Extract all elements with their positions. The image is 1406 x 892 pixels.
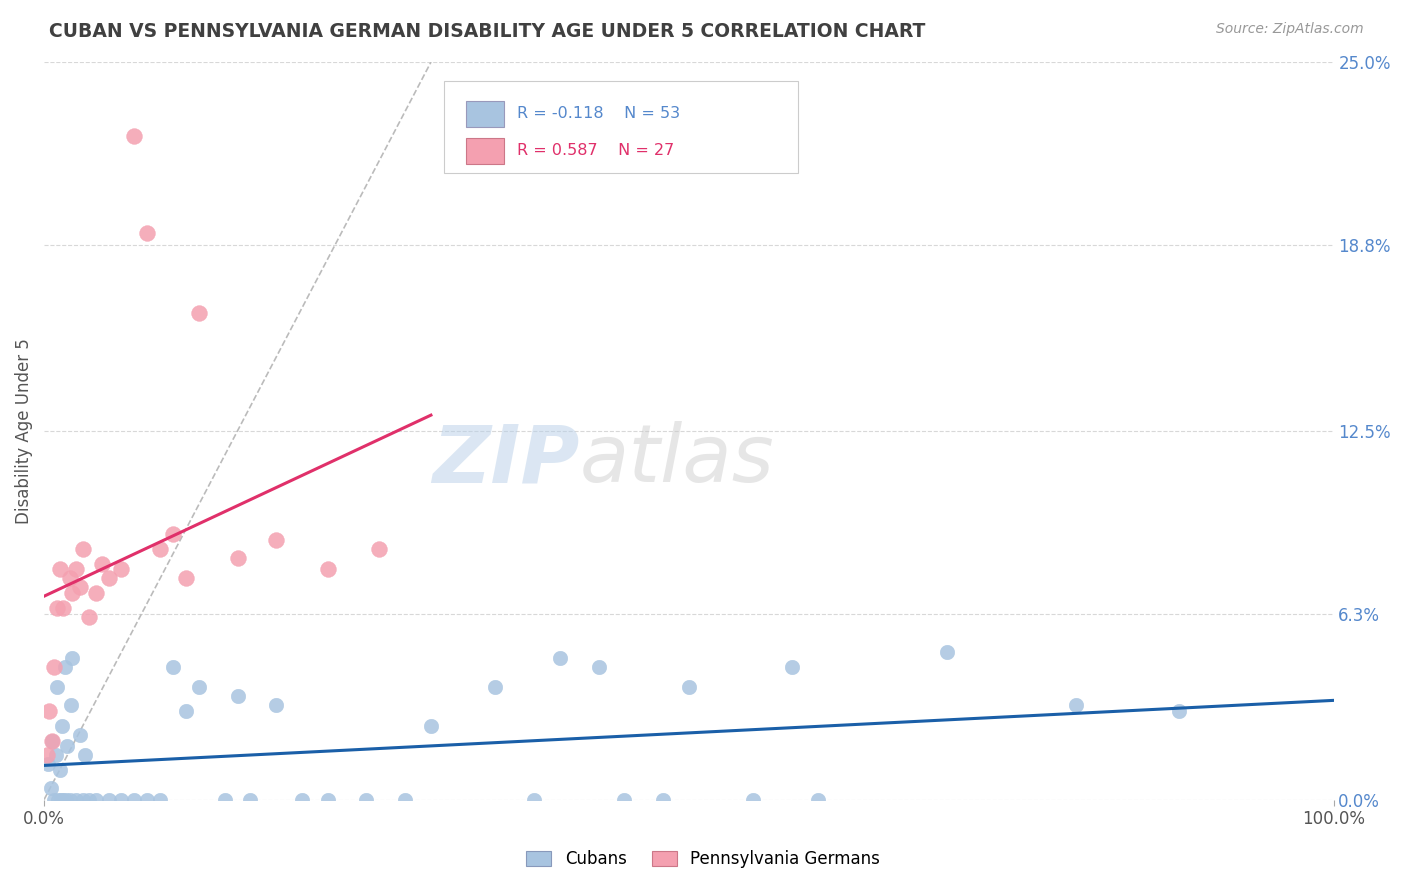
FancyBboxPatch shape: [465, 138, 505, 163]
Text: R = -0.118    N = 53: R = -0.118 N = 53: [517, 106, 681, 121]
Point: [678, 681, 700, 695]
Point: [41, 733, 63, 747]
Point: [84, 792, 107, 806]
Point: [162, 527, 184, 541]
Point: [588, 660, 610, 674]
Point: [69, 580, 91, 594]
Point: [51, 719, 73, 733]
Point: [91, 557, 114, 571]
Text: CUBAN VS PENNSYLVANIA GERMAN DISABILITY AGE UNDER 5 CORRELATION CHART: CUBAN VS PENNSYLVANIA GERMAN DISABILITY …: [49, 22, 925, 41]
Point: [807, 792, 830, 806]
Point: [291, 792, 314, 806]
Point: [174, 704, 197, 718]
Point: [187, 306, 209, 320]
Point: [72, 792, 94, 806]
Point: [45, 748, 67, 763]
Point: [44, 792, 66, 806]
Point: [316, 562, 339, 576]
Point: [53, 660, 76, 674]
Point: [110, 562, 132, 576]
Legend: Cubans, Pennsylvania Germans: Cubans, Pennsylvania Germans: [520, 844, 886, 875]
Point: [187, 681, 209, 695]
Point: [37, 757, 59, 772]
Point: [394, 792, 416, 806]
Point: [52, 600, 75, 615]
Point: [356, 792, 378, 806]
Point: [77, 792, 100, 806]
Point: [48, 763, 70, 777]
Y-axis label: Disability Age Under 5: Disability Age Under 5: [15, 338, 32, 524]
Point: [77, 609, 100, 624]
Point: [52, 792, 75, 806]
Point: [69, 728, 91, 742]
Point: [110, 792, 132, 806]
Point: [46, 681, 69, 695]
Point: [65, 562, 87, 576]
Point: [97, 792, 120, 806]
Point: [49, 792, 72, 806]
Point: [35, 748, 58, 763]
Point: [149, 541, 172, 556]
FancyBboxPatch shape: [465, 102, 505, 128]
Point: [41, 733, 63, 747]
Point: [264, 698, 287, 713]
Point: [1064, 698, 1087, 713]
Point: [75, 748, 97, 763]
Point: [149, 792, 172, 806]
Point: [62, 651, 84, 665]
Point: [548, 651, 571, 665]
Point: [48, 562, 70, 576]
Point: [55, 792, 77, 806]
Point: [523, 792, 546, 806]
Point: [214, 792, 236, 806]
Point: [56, 739, 79, 754]
Point: [59, 792, 82, 806]
Point: [72, 541, 94, 556]
Point: [935, 645, 957, 659]
Point: [162, 660, 184, 674]
Point: [368, 541, 391, 556]
Point: [264, 533, 287, 547]
Point: [84, 586, 107, 600]
Point: [780, 660, 803, 674]
Point: [239, 792, 262, 806]
Point: [60, 698, 83, 713]
Point: [62, 586, 84, 600]
Point: [124, 792, 146, 806]
Point: [136, 792, 159, 806]
Point: [652, 792, 675, 806]
Point: [742, 792, 765, 806]
Point: [226, 690, 249, 704]
Point: [39, 780, 62, 795]
FancyBboxPatch shape: [444, 80, 799, 173]
Point: [59, 571, 82, 585]
Point: [136, 226, 159, 240]
Point: [65, 792, 87, 806]
Point: [44, 660, 66, 674]
Point: [46, 792, 69, 806]
Text: ZIP: ZIP: [432, 421, 579, 500]
Point: [484, 681, 506, 695]
Point: [419, 719, 441, 733]
Point: [38, 704, 60, 718]
Point: [226, 550, 249, 565]
Text: atlas: atlas: [579, 421, 773, 500]
Point: [174, 571, 197, 585]
Point: [124, 128, 146, 143]
Point: [46, 600, 69, 615]
Text: Source: ZipAtlas.com: Source: ZipAtlas.com: [1216, 22, 1364, 37]
Point: [1167, 704, 1189, 718]
Point: [97, 571, 120, 585]
Point: [316, 792, 339, 806]
Point: [613, 792, 636, 806]
Text: R = 0.587    N = 27: R = 0.587 N = 27: [517, 143, 675, 158]
